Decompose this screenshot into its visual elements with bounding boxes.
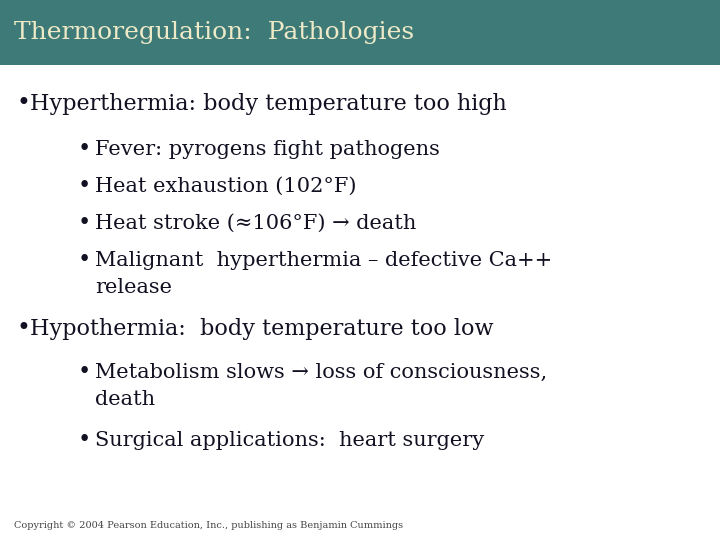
Text: Thermoregulation:  Pathologies: Thermoregulation: Pathologies — [14, 21, 414, 44]
Text: Malignant  hyperthermia – defective Ca++: Malignant hyperthermia – defective Ca++ — [95, 251, 552, 270]
Text: •: • — [78, 175, 91, 197]
Text: death: death — [95, 390, 155, 409]
Text: •: • — [78, 429, 91, 451]
Text: •: • — [78, 249, 91, 271]
Text: •: • — [16, 92, 30, 115]
Text: Metabolism slows → loss of consciousness,: Metabolism slows → loss of consciousness… — [95, 363, 547, 382]
Text: •: • — [16, 317, 30, 340]
Text: Hyperthermia: body temperature too high: Hyperthermia: body temperature too high — [30, 93, 507, 115]
Text: Hypothermia:  body temperature too low: Hypothermia: body temperature too low — [30, 318, 493, 340]
Text: •: • — [78, 212, 91, 234]
Text: Heat stroke (≈106°F) → death: Heat stroke (≈106°F) → death — [95, 214, 416, 233]
Bar — [0, 0, 720, 65]
Text: •: • — [78, 138, 91, 160]
Text: Copyright © 2004 Pearson Education, Inc., publishing as Benjamin Cummings: Copyright © 2004 Pearson Education, Inc.… — [14, 521, 403, 530]
Text: Surgical applications:  heart surgery: Surgical applications: heart surgery — [95, 431, 485, 450]
Text: release: release — [95, 278, 172, 297]
Text: Fever: pyrogens fight pathogens: Fever: pyrogens fight pathogens — [95, 140, 440, 159]
Text: •: • — [78, 361, 91, 383]
Text: Heat exhaustion (102°F): Heat exhaustion (102°F) — [95, 177, 356, 196]
